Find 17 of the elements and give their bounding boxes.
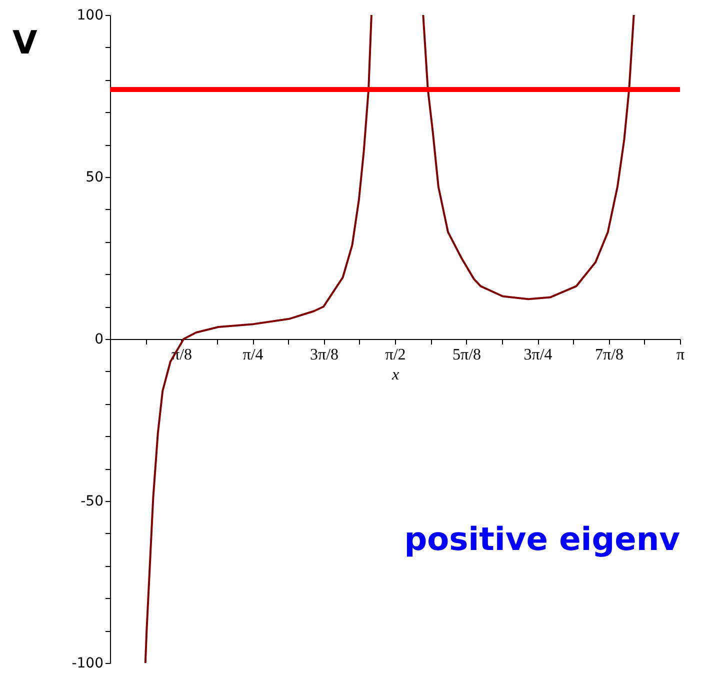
x-tick-label: 5π/8 (452, 346, 482, 364)
x-tick-label: π/4 (242, 346, 264, 364)
x-tick-label: 3π/8 (310, 346, 339, 364)
annotation: positive eigenv (404, 520, 680, 558)
y-tick-label: -50 (80, 494, 104, 510)
line-series (422, 15, 635, 300)
x-tick-label: 3π/4 (524, 346, 552, 364)
x-tick-label: π (676, 346, 685, 364)
y-tick-label: -100 (72, 656, 104, 672)
line-series (144, 15, 372, 663)
y-axis-title: V (12, 24, 38, 62)
y-tick-label: 100 (76, 8, 104, 24)
x-tick-label: 7π/8 (594, 346, 624, 364)
x-tick-label: π/2 (385, 346, 406, 364)
y-tick-label: 50 (86, 170, 104, 186)
x-axis-title: x (390, 366, 400, 384)
y-tick-label: 0 (94, 332, 104, 348)
